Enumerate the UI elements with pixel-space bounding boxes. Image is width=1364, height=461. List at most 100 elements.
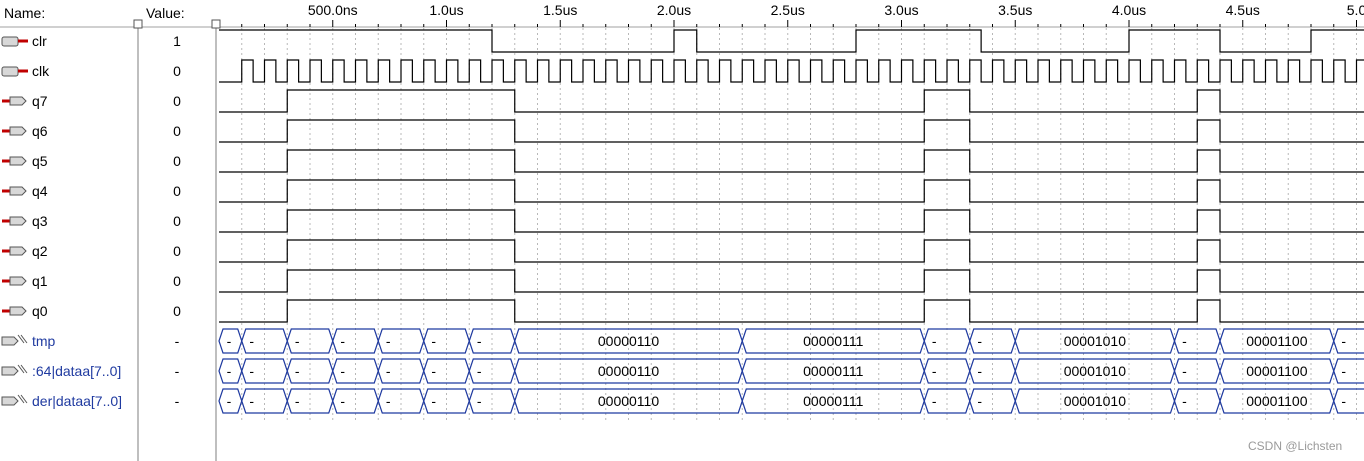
bus-slash-icon: [17, 364, 28, 374]
bus-segment: [1333, 328, 1364, 354]
input-pin-icon: [1, 36, 19, 47]
signal-value: 0: [173, 213, 181, 229]
bus-segment-value: -: [386, 333, 391, 349]
output-pin-icon: [9, 246, 27, 256]
output-pin-icon: [9, 186, 27, 196]
bus-segment-value: -: [1182, 333, 1187, 349]
ruler-tick-label: 500.0ns: [308, 2, 358, 18]
bus-pin-icon: [1, 396, 19, 406]
bus-segment-value: -: [977, 393, 982, 409]
ruler-tick-label: 4.5us: [1226, 2, 1260, 18]
waveform-q0: [219, 299, 1364, 323]
bus-segment-value: -: [340, 363, 345, 379]
signal-name[interactable]: :64|dataa[7..0]: [32, 363, 121, 379]
signal-name[interactable]: tmp: [32, 333, 56, 349]
bus-segment-value: -: [386, 393, 391, 409]
bus-segment-value: -: [977, 333, 982, 349]
signal-row-q2[interactable]: q2 0: [2, 239, 1364, 263]
output-pin-icon: [9, 156, 27, 166]
signal-row-q1[interactable]: q1 0: [2, 269, 1364, 293]
signal-name[interactable]: q3: [32, 213, 48, 229]
waveform-q2: [219, 239, 1364, 263]
bus-segment-value: 00001100: [1246, 393, 1307, 409]
signal-name[interactable]: q0: [32, 303, 48, 319]
signal-row-clr[interactable]: clr 1: [1, 29, 1364, 53]
waveform-clr: [219, 29, 1364, 53]
bus-segment-value: -: [431, 363, 436, 379]
output-pin-icon: [9, 126, 27, 136]
signal-row-q5[interactable]: q5 0: [2, 149, 1364, 173]
time-ruler: 500.0ns 1.0us 1.5us 2.0us 2.5us 3.0us 3.5us 4.0…: [241, 2, 1364, 27]
bus-slash-icon: [17, 334, 28, 344]
output-pin-icon: [9, 306, 27, 316]
bus-segment-value: -: [932, 363, 937, 379]
signal-name[interactable]: der|dataa[7..0]: [32, 393, 122, 409]
signal-name[interactable]: clk: [32, 63, 50, 79]
bus-segment-value: 00000110: [598, 393, 659, 409]
value-column-resize-handle[interactable]: [211, 19, 221, 29]
ruler-tick-label: 2.5us: [771, 2, 805, 18]
signal-row-q6[interactable]: q6 0: [2, 119, 1364, 143]
signal-row-tmp[interactable]: tmp - - - - - - - - 00000110 00000111 - - 00001010 - 00…: [1, 328, 1364, 354]
input-pin-icon: [1, 66, 19, 77]
bus-segment-value: -: [1341, 393, 1346, 409]
waveform-q7: [219, 89, 1364, 113]
signal-value: 0: [173, 63, 181, 79]
watermark: CSDN @Lichsten: [1248, 439, 1342, 453]
name-column-resize-handle[interactable]: [133, 19, 143, 29]
signal-row-q4[interactable]: q4 0: [2, 179, 1364, 203]
waveform-q1: [219, 269, 1364, 293]
signal-value: 0: [173, 243, 181, 259]
output-pin-icon: [9, 276, 27, 286]
ruler-tick-label: 3.5us: [998, 2, 1032, 18]
bus-segment-value: -: [431, 333, 436, 349]
signal-row-q3[interactable]: q3 0: [2, 209, 1364, 233]
output-pin-icon: [9, 216, 27, 226]
waveform-clk: [219, 59, 1364, 83]
signal-name[interactable]: q4: [32, 183, 48, 199]
bus-segment-value: -: [295, 393, 300, 409]
bus-segment-value: 00001010: [1064, 333, 1127, 349]
signal-name[interactable]: q6: [32, 123, 48, 139]
signal-value: 0: [173, 123, 181, 139]
bus-segment-value: -: [295, 363, 300, 379]
bus-segment-value: 00001010: [1064, 363, 1127, 379]
bus-segment-value: 00000110: [598, 363, 659, 379]
signal-row-der-dataa-7-0[interactable]: der|dataa[7..0] - - - - - - - - 00000110 00000111 -…: [1, 388, 1364, 414]
ruler-tick-label: 4.0us: [1112, 2, 1146, 18]
signal-value: 0: [173, 303, 181, 319]
waveform-q5: [219, 149, 1364, 173]
signal-name[interactable]: clr: [32, 33, 47, 49]
signal-name[interactable]: q2: [32, 243, 48, 259]
bus-segment-value: 00000111: [803, 393, 863, 409]
signal-value: -: [175, 393, 180, 409]
signal-value: 0: [173, 273, 181, 289]
signal-row-q0[interactable]: q0 0: [2, 299, 1364, 323]
waveform-q3: [219, 209, 1364, 233]
signal-row-clk[interactable]: clk 0: [1, 59, 1364, 83]
signal-value: 0: [173, 93, 181, 109]
bus-segment-value: 00001100: [1246, 333, 1307, 349]
bus-segment-value: -: [249, 333, 254, 349]
bus-segment-value: -: [932, 333, 937, 349]
bus-segment-value: -: [477, 393, 482, 409]
bus-segment-value: -: [340, 333, 345, 349]
signal-name[interactable]: q1: [32, 273, 48, 289]
signal-rows: clr 1 clk 0 q7 0 q6 0 q5 0 q4 0 q3 0 q2 0 q1 0 q0 0 tmp - - - - -…: [1, 29, 1364, 414]
ruler-tick-label: 5.0: [1347, 2, 1364, 18]
signal-row-64-dataa-7-0[interactable]: :64|dataa[7..0] - - - - - - - - 00000110 00000111 -…: [1, 358, 1364, 384]
signal-value: 0: [173, 153, 181, 169]
bus-segment-value: -: [340, 393, 345, 409]
signal-name[interactable]: q5: [32, 153, 48, 169]
bus-segment-value: -: [431, 393, 436, 409]
waveform-q6: [219, 119, 1364, 143]
bus-segment-value: 00000110: [598, 333, 659, 349]
signal-row-q7[interactable]: q7 0: [2, 89, 1364, 113]
bus-segment-value: -: [477, 333, 482, 349]
signal-name[interactable]: q7: [32, 93, 48, 109]
bus-slash-icon: [17, 394, 28, 404]
bus-segment-value: -: [295, 333, 300, 349]
waveform-q4: [219, 179, 1364, 203]
bus-segment-value: -: [227, 393, 232, 409]
